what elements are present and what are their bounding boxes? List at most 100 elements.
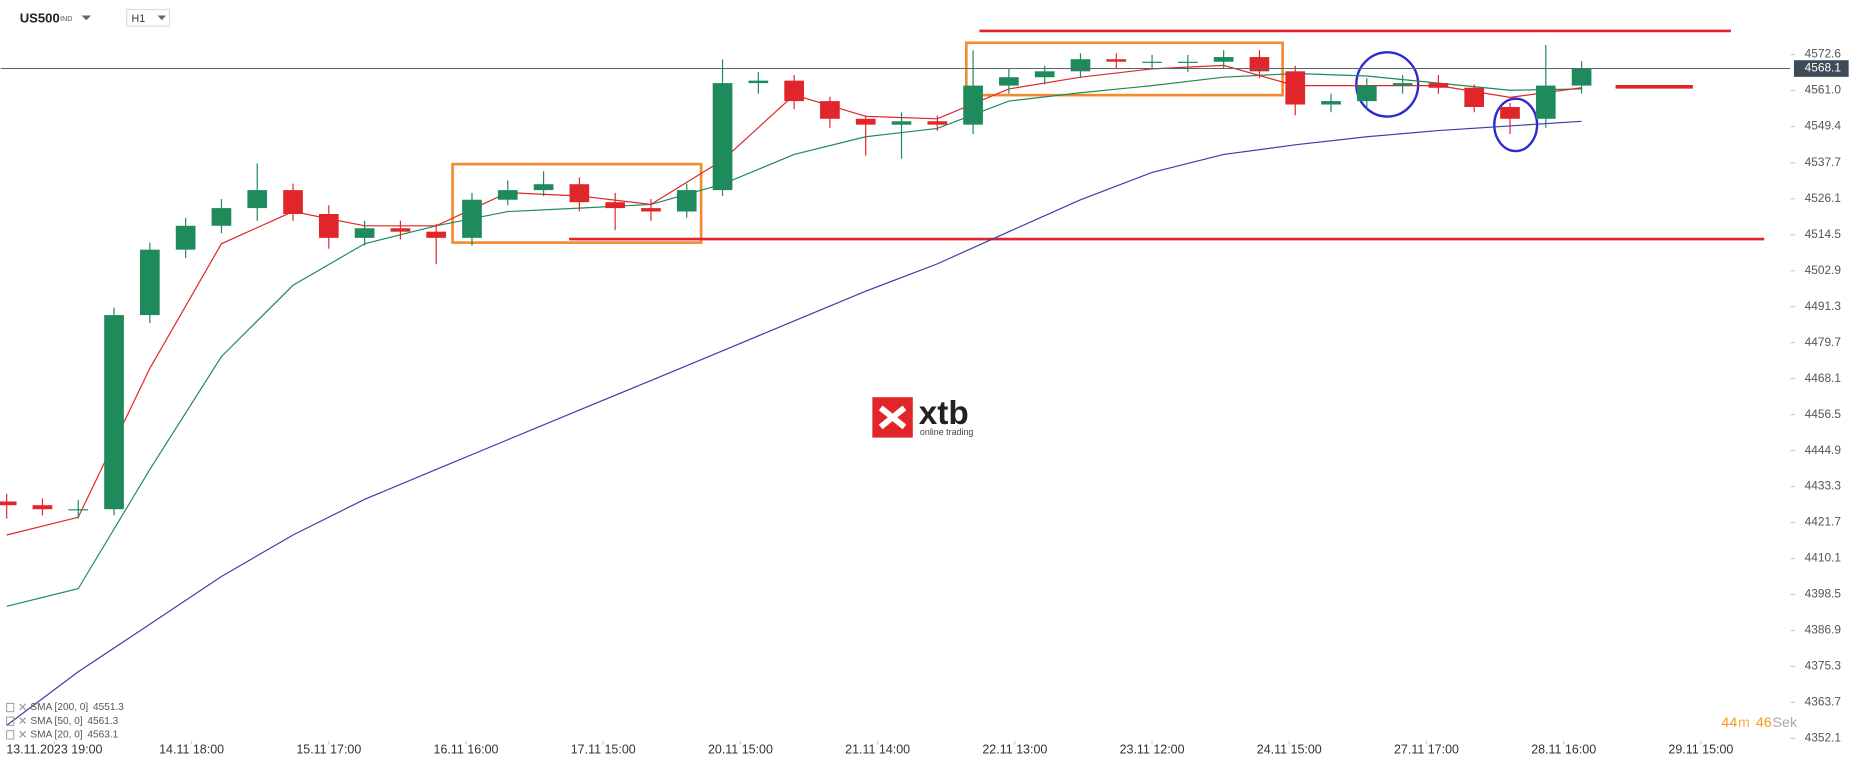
candle-body: [1142, 61, 1162, 63]
candle-body: [1500, 106, 1520, 119]
timer-seconds-unit: Sek: [1773, 715, 1798, 731]
candle-body: [354, 228, 375, 238]
range-box: [451, 162, 703, 244]
candle-body: [462, 199, 482, 238]
y-tick-label: 4456.5: [1805, 407, 1842, 421]
y-tick-label: 4433.3: [1805, 479, 1842, 493]
legend-name: SMA [50, 0]: [30, 716, 82, 727]
candle-body: [0, 501, 17, 506]
y-tick-label: 4537.7: [1805, 155, 1841, 169]
candle-body: [32, 505, 53, 510]
legend-icon: [6, 730, 15, 740]
candle-body: [1464, 87, 1485, 107]
candle-body: [1428, 83, 1449, 88]
x-tick-label: 13.11.2023 19:00: [6, 743, 102, 757]
x-tick-label: 29.11 15:00: [1668, 743, 1733, 757]
x-tick-label: 15.11 17:00: [296, 743, 361, 757]
candle-body: [1392, 83, 1413, 86]
candle-body: [211, 208, 232, 226]
x-tick-label: 27.11 17:00: [1394, 743, 1459, 757]
candle-body: [1356, 85, 1377, 102]
x-tick-label: 28.11 16:00: [1531, 743, 1596, 757]
candle-body: [712, 83, 733, 191]
y-tick-label: 4479.7: [1805, 335, 1841, 349]
legend-name: SMA [200, 0]: [30, 702, 88, 713]
candle-body: [1285, 71, 1306, 105]
y-tick-label: 4444.9: [1805, 443, 1842, 457]
candle-body: [247, 190, 268, 209]
timer: 44 m 46 Sek: [1721, 715, 1798, 731]
current-price-box: [1793, 60, 1849, 77]
x-tick-label: 22.11 13:00: [982, 743, 1047, 757]
candle-body: [318, 213, 339, 238]
candle-body: [1213, 57, 1234, 62]
y-tick-label: 4561.0: [1805, 83, 1842, 97]
candle-body: [963, 85, 983, 125]
candle-body: [891, 121, 912, 125]
y-tick-label: 4468.1: [1805, 371, 1842, 385]
candle-body: [140, 249, 160, 316]
candle-body: [390, 228, 411, 232]
x-tick-label: 24.11 15:00: [1257, 743, 1322, 757]
header: US500 IND H1: [20, 8, 171, 27]
candle-body: [1249, 57, 1270, 72]
x-tick-label: 23.11 12:00: [1120, 743, 1185, 757]
logo-tagline: online trading: [920, 427, 974, 437]
legend-icon: [6, 716, 15, 726]
candle-body: [283, 190, 303, 214]
timer-seconds: 46: [1756, 715, 1772, 731]
legend-value: 4563.1: [87, 730, 118, 741]
y-tick-label: 4363.7: [1805, 695, 1841, 709]
candle-body: [1535, 85, 1556, 119]
highlight-circle: [1493, 97, 1539, 153]
y-tick-label: 4491.3: [1805, 299, 1842, 313]
x-tick-label: 20.11 15:00: [708, 743, 773, 757]
candle-body: [820, 101, 840, 119]
legend-close: [19, 717, 27, 725]
timer-minutes: 44: [1721, 715, 1737, 731]
sma-line: [6, 72, 1582, 607]
candle-body: [104, 315, 124, 510]
candle-body: [1106, 59, 1127, 62]
timeframe[interactable]: H1: [132, 13, 146, 25]
candle-body: [1321, 101, 1341, 105]
candle-body: [927, 121, 948, 125]
watermark: xtb online trading: [872, 395, 973, 438]
candle-body: [676, 190, 697, 212]
candle-body: [175, 225, 196, 250]
highlight-circle: [1355, 51, 1420, 118]
legend-value: 4561.3: [87, 716, 118, 727]
candle-body: [533, 184, 554, 191]
y-tick-label: 4352.1: [1805, 731, 1842, 745]
legend-icon: [6, 702, 15, 713]
candle-body: [1070, 59, 1091, 72]
y-tick-label: 4410.1: [1805, 551, 1842, 565]
logo-x: [878, 405, 907, 430]
candle-body: [784, 80, 804, 102]
logo-text: xtb: [919, 395, 969, 432]
x-tick-label: 21.11 14:00: [845, 743, 910, 757]
annotations: [451, 29, 1765, 244]
x-tick-label: 14.11 18:00: [159, 743, 224, 757]
y-tick-label: 4502.9: [1805, 263, 1842, 277]
candle-body: [497, 190, 518, 200]
candle-body: [1034, 71, 1055, 78]
y-tick-label: 4421.7: [1805, 515, 1841, 529]
candle-body: [605, 202, 626, 209]
plot: [0, 44, 1592, 726]
y-tick-label: 4386.9: [1805, 623, 1842, 637]
y-tick-label: 4572.6: [1805, 47, 1842, 61]
sma-line: [6, 64, 1582, 536]
x-tick-label: 16.11 16:00: [434, 743, 499, 757]
symbol: US500: [20, 10, 60, 25]
dropdown-arrow[interactable]: [157, 15, 166, 21]
y-tick-label: 4514.5: [1805, 227, 1842, 241]
candle-body: [569, 184, 590, 203]
timer-minutes-unit: m: [1738, 715, 1750, 731]
timeframe-box[interactable]: [126, 8, 171, 27]
dropdown-arrow[interactable]: [81, 15, 92, 21]
legend-close: [19, 703, 27, 711]
candle-body: [855, 118, 876, 125]
